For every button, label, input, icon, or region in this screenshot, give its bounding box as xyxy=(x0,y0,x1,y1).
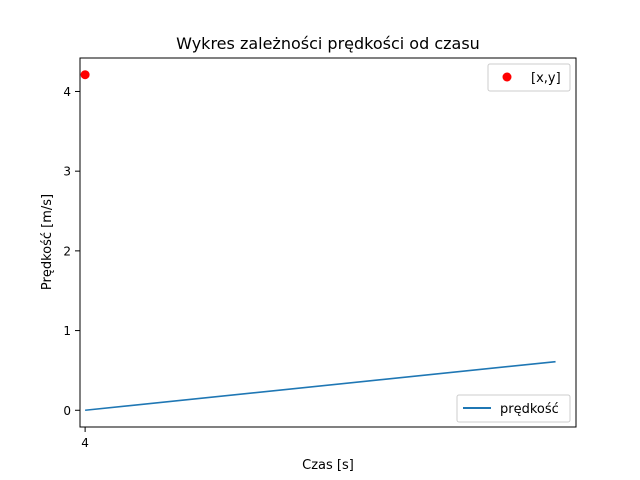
data-point-xy xyxy=(80,70,90,80)
y-tick-label: 3 xyxy=(63,165,71,179)
y-tick-label: 1 xyxy=(63,324,71,338)
legend-scatter-label: [x,y] xyxy=(531,71,561,86)
legend-line: prędkość xyxy=(456,394,571,423)
legend-scatter-box xyxy=(487,63,571,92)
legend-scatter: [x,y] xyxy=(487,63,571,92)
y-axis-label: Prędkość [m/s] xyxy=(40,194,55,290)
y-tick-label: 4 xyxy=(63,85,71,99)
plot-frame xyxy=(79,57,577,428)
series-line-predkosc xyxy=(85,360,556,412)
y-tick-label: 2 xyxy=(63,244,71,258)
x-tick-label: 4 xyxy=(81,436,89,450)
chart-title: Wykres zależności prędkości od czasu xyxy=(176,34,480,53)
legend-line-label: prędkość xyxy=(500,402,559,417)
x-axis-label: Czas [s] xyxy=(302,458,354,473)
y-tick-label: 0 xyxy=(63,404,71,418)
legend-line-box xyxy=(456,394,571,423)
legend-scatter-marker xyxy=(502,72,512,82)
